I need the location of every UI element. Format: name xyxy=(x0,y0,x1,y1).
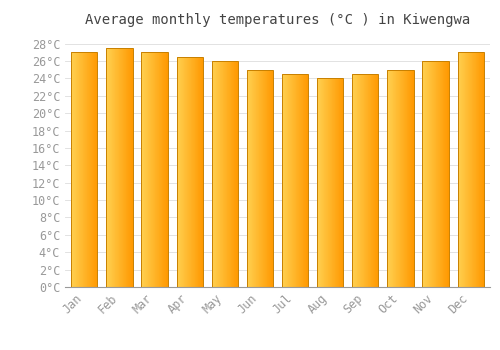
Bar xyxy=(388,70,413,287)
Bar xyxy=(106,48,132,287)
Bar xyxy=(71,52,98,287)
Bar xyxy=(317,78,344,287)
Bar xyxy=(247,70,273,287)
Bar xyxy=(422,61,448,287)
Bar xyxy=(282,74,308,287)
Title: Average monthly temperatures (°C ) in Kiwengwa: Average monthly temperatures (°C ) in Ki… xyxy=(85,13,470,27)
Bar xyxy=(176,57,203,287)
Bar xyxy=(352,74,378,287)
Bar xyxy=(458,52,484,287)
Bar xyxy=(212,61,238,287)
Bar xyxy=(142,52,168,287)
